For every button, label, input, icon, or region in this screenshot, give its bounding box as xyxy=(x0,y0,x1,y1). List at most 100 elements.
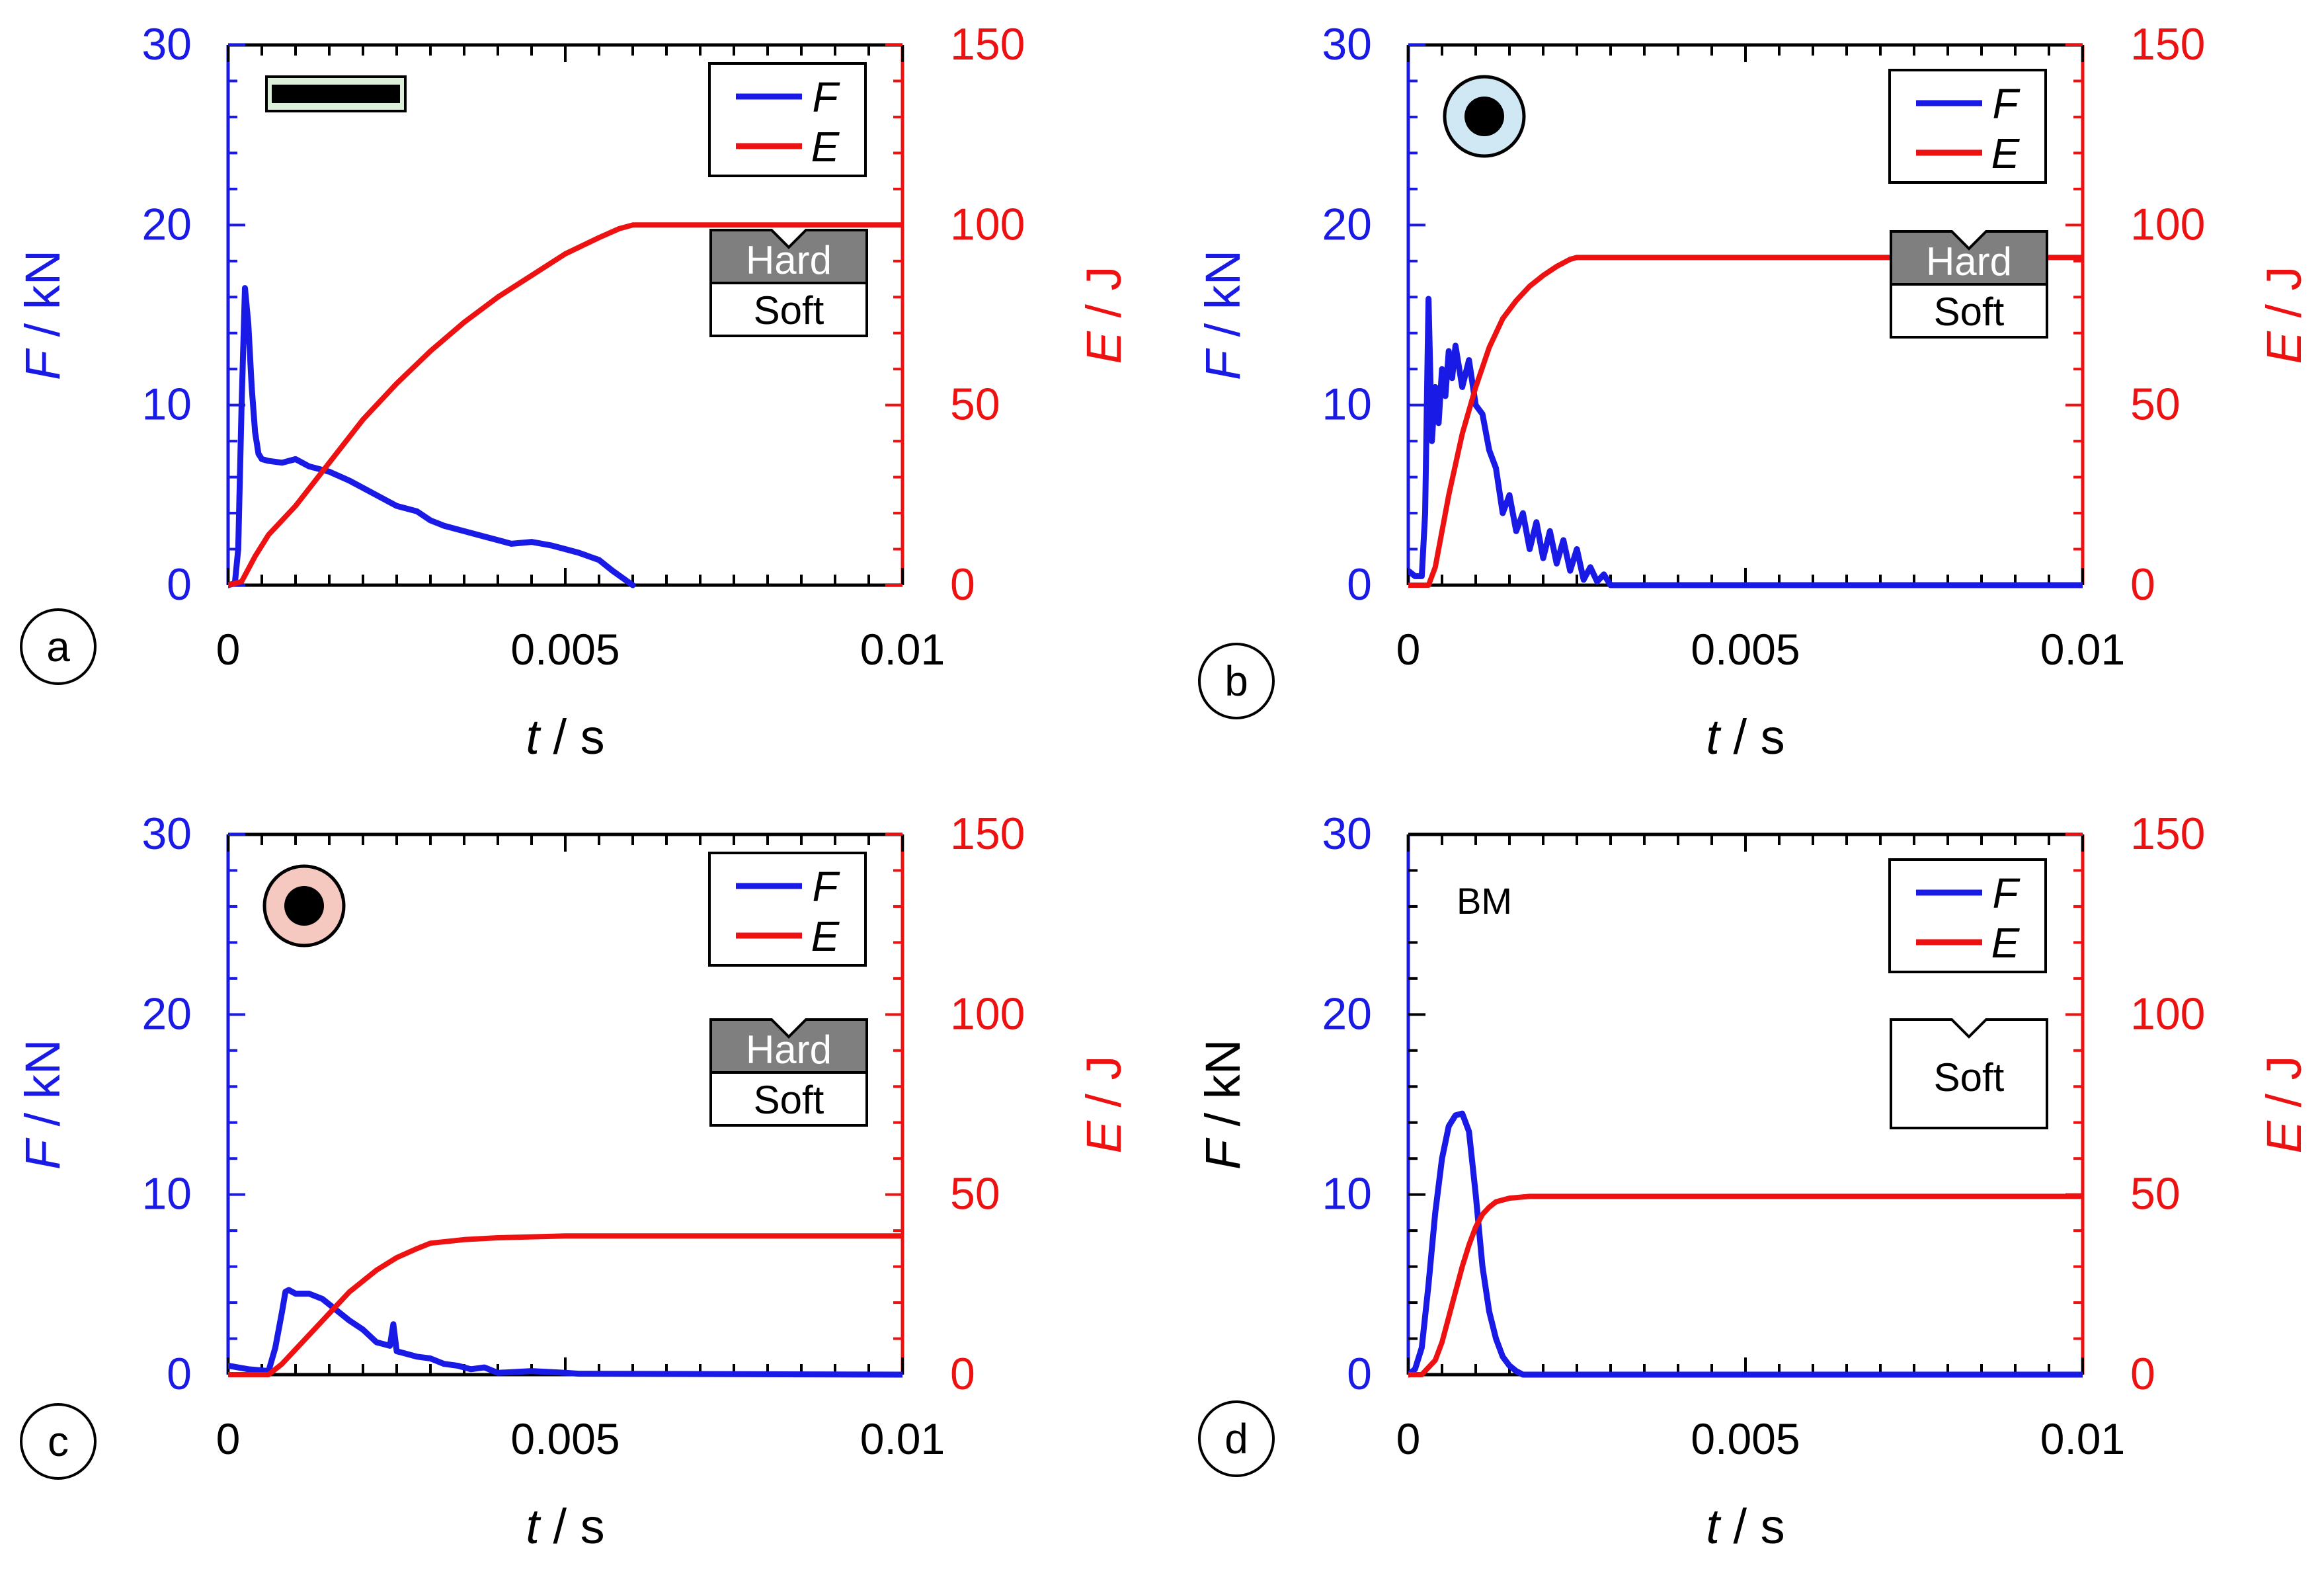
x-tick-label: 0.005 xyxy=(510,1414,620,1463)
y-right-tick-label: 0 xyxy=(950,1349,975,1399)
legend-label-F: F xyxy=(1992,80,2021,128)
y-right-axis-title: E / J xyxy=(2257,1055,2311,1153)
y-left-tick-label: 30 xyxy=(1322,809,1372,859)
y-left-tick-label: 10 xyxy=(141,1169,192,1219)
series-F-line xyxy=(1408,1110,2083,1378)
y-right-tick-label: 100 xyxy=(2130,988,2205,1039)
y-left-tick-label: 0 xyxy=(1347,559,1372,610)
legend-label-E: E xyxy=(811,912,840,960)
legend-label-F: F xyxy=(1992,869,2021,917)
annotation-label: BM xyxy=(1457,880,1512,922)
legend-label-F: F xyxy=(812,863,840,910)
legend-label-E: E xyxy=(811,123,840,171)
y-right-title-var: E xyxy=(2257,331,2311,364)
y-right-title-var: E xyxy=(1076,331,1131,364)
legend-label-F: F xyxy=(812,73,840,121)
y-right-title-unit: / J xyxy=(2257,266,2311,331)
y-left-tick-label: 0 xyxy=(1347,1349,1372,1399)
x-axis-title-var: t xyxy=(526,709,541,764)
y-right-tick-label: 100 xyxy=(950,988,1025,1039)
y-left-title-unit: / kN xyxy=(15,250,70,350)
notch-soft-layer xyxy=(1890,1018,2048,1129)
panel-label-b: b xyxy=(1224,657,1248,705)
y-right-title-var: E xyxy=(1076,1120,1131,1154)
y-right-tick-label: 50 xyxy=(2130,1169,2181,1219)
specimen-core xyxy=(284,886,324,926)
y-left-tick-label: 10 xyxy=(141,380,192,430)
x-axis-title: t / s xyxy=(1706,1499,1784,1554)
y-right-tick-label: 0 xyxy=(2130,559,2155,610)
y-right-tick-label: 150 xyxy=(2130,19,2205,69)
y-right-tick-label: 150 xyxy=(2130,809,2205,859)
y-right-tick-label: 0 xyxy=(950,559,975,610)
panel-label-circle xyxy=(20,1403,97,1480)
series-E-line xyxy=(1408,1193,2083,1377)
notch-hard-label: Hard xyxy=(746,1028,832,1072)
y-left-tick-label: 30 xyxy=(1322,19,1372,69)
y-left-tick-label: 10 xyxy=(1322,380,1372,430)
y-right-axis-title: E / J xyxy=(2257,266,2311,364)
x-tick-label: 0.01 xyxy=(860,1414,945,1463)
y-left-title-unit: / kN xyxy=(1195,250,1250,350)
x-tick-label: 0.01 xyxy=(2040,625,2125,674)
y-right-tick-label: 50 xyxy=(950,1169,1000,1219)
series-E-line xyxy=(1408,255,2083,588)
x-tick-label: 0.005 xyxy=(510,625,620,674)
panel-label-circle xyxy=(1198,643,1275,719)
series-E-line xyxy=(228,1233,902,1377)
y-left-tick-label: 20 xyxy=(1322,988,1372,1039)
y-left-title-var: F xyxy=(15,1137,70,1170)
y-left-tick-label: 0 xyxy=(167,559,192,610)
y-left-axis-title: F / kN xyxy=(15,250,70,380)
series-F-line xyxy=(1408,296,2083,588)
x-axis-title-unit: / s xyxy=(1720,1499,1785,1554)
y-right-axis-title: E / J xyxy=(1076,266,1131,364)
specimen-bar-core xyxy=(272,85,400,103)
y-right-tick-label: 100 xyxy=(950,199,1025,249)
notch-soft-label: Soft xyxy=(754,1078,824,1122)
x-axis-title-unit: / s xyxy=(540,709,605,764)
x-axis-title: t / s xyxy=(1706,709,1784,764)
notch-soft-label: Soft xyxy=(1934,1055,2005,1100)
x-tick-label: 0.01 xyxy=(860,625,945,674)
series-F-line xyxy=(228,1287,902,1378)
y-right-tick-label: 100 xyxy=(2130,199,2205,249)
y-left-title-var: F xyxy=(1195,1137,1250,1170)
y-left-tick-label: 10 xyxy=(1322,1169,1372,1219)
x-tick-label: 0.005 xyxy=(1691,625,1800,674)
y-right-tick-label: 50 xyxy=(2130,380,2181,430)
legend-box xyxy=(708,852,867,967)
y-right-title-unit: / J xyxy=(2257,1055,2311,1121)
legend-box xyxy=(1888,858,2047,973)
y-right-tick-label: 50 xyxy=(950,380,1000,430)
y-right-title-unit: / J xyxy=(1076,266,1131,331)
x-tick-label: 0.005 xyxy=(1691,1414,1800,1463)
notch-soft-layer xyxy=(1890,283,2048,339)
legend-box xyxy=(1888,69,2047,184)
y-left-tick-label: 20 xyxy=(1322,199,1372,249)
y-left-title-unit: / kN xyxy=(15,1039,70,1140)
y-right-title-unit: / J xyxy=(1076,1055,1131,1121)
y-right-tick-label: 150 xyxy=(950,19,1025,69)
x-axis-title-unit: / s xyxy=(1720,709,1785,764)
legend-label-E: E xyxy=(1991,919,2021,967)
y-left-axis-title: F / kN xyxy=(15,1039,70,1170)
x-axis-title: t / s xyxy=(526,709,604,764)
x-axis-title-var: t xyxy=(1706,709,1722,764)
notch-soft-label: Soft xyxy=(754,288,824,333)
panel-label-d: d xyxy=(1224,1415,1248,1463)
y-left-axis-title: F / kN xyxy=(1195,250,1250,380)
y-left-axis-title: F / kN xyxy=(1195,1039,1250,1170)
x-tick-label: 0 xyxy=(1396,625,1421,674)
y-right-tick-label: 150 xyxy=(950,809,1025,859)
notch-soft-layer xyxy=(709,282,868,337)
y-right-title-var: E xyxy=(2257,1120,2311,1154)
notch-hard-label: Hard xyxy=(746,238,832,282)
legend-label-E: E xyxy=(1991,130,2021,177)
y-left-tick-label: 30 xyxy=(141,809,192,859)
